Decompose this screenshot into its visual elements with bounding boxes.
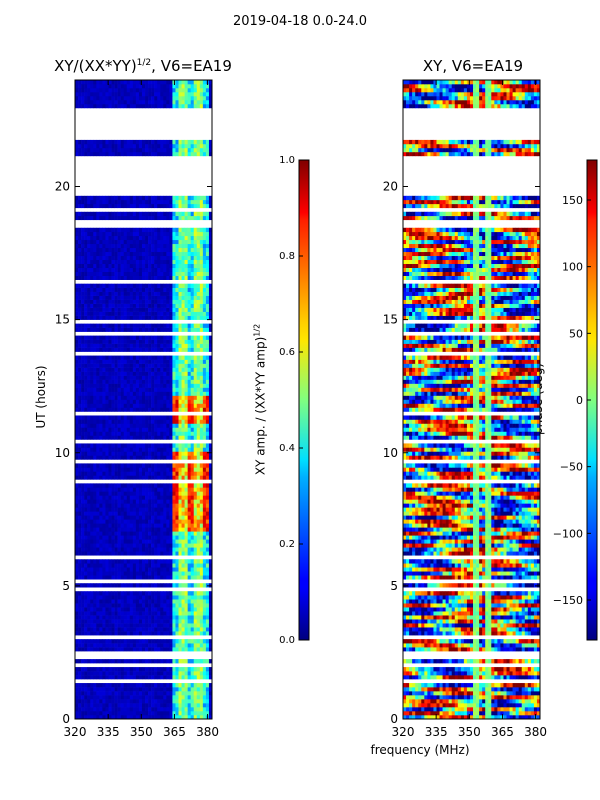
x-tick-label: 380 (196, 725, 219, 739)
y-tick-label: 5 (62, 579, 70, 593)
phase-colorbar-tick: 0 (576, 394, 583, 407)
x-tick-label: 350 (458, 725, 481, 739)
colorbar-ticks: 0.0 0.2 0.4 0.6 0.8 1.0 150 100 50 0 −50 −100 −150 (279, 155, 591, 646)
amplitude-heatmap (75, 80, 213, 720)
y-tick-label: 20 (383, 180, 398, 194)
y-tick-label: 10 (383, 446, 398, 460)
y-tick-label: 0 (62, 712, 70, 726)
y-tick-label: 15 (383, 313, 398, 327)
amp-colorbar-tick: 0.2 (279, 539, 295, 550)
x-tick-label: 350 (130, 725, 153, 739)
x-tick-label: 335 (97, 725, 120, 739)
left-panel-title: XY/(XX*YY)1/2, V6=EA19 (54, 57, 232, 75)
phase-colorbar-tick: 50 (569, 327, 583, 340)
phase-colorbar-tick: 150 (562, 194, 583, 207)
phase-heatmap (403, 80, 541, 720)
y-tick-label: 5 (390, 579, 398, 593)
amp-colorbar (298, 159, 310, 641)
y-tick-label: 15 (55, 313, 70, 327)
phase-colorbar-tick: −150 (553, 594, 583, 607)
x-tick-label: 320 (64, 725, 87, 739)
y-tick-label: 0 (390, 712, 398, 726)
x-tick-label: 380 (524, 725, 547, 739)
amp-colorbar-tick: 1.0 (279, 155, 295, 166)
figure-suptitle: 2019-04-18 0.0-24.0 (233, 14, 367, 29)
amp-colorbar-tick: 0.0 (279, 635, 295, 646)
right-panel-title: XY, V6=EA19 (422, 57, 524, 75)
x-tick-label: 365 (163, 725, 186, 739)
amp-colorbar-tick: 0.4 (279, 443, 295, 454)
y-tick-label: 20 (55, 180, 70, 194)
amp-colorbar-tick: 0.6 (279, 347, 295, 358)
x-tick-label: 335 (425, 725, 448, 739)
x-tick-label: 320 (392, 725, 415, 739)
amp-colorbar-tick: 0.8 (279, 251, 295, 262)
phase-colorbar-tick: 100 (562, 261, 583, 274)
axes-layer: 320 335 350 365 380 0 5 10 15 20 320 335 350 365 380 0 5… (55, 79, 547, 739)
phase-colorbar-tick: −100 (553, 527, 583, 540)
x-tick-label: 365 (491, 725, 514, 739)
x-axis-label: frequency (MHz) (370, 743, 470, 757)
y-tick-label: 10 (55, 446, 70, 460)
phase-colorbar-tick: −50 (560, 461, 583, 474)
